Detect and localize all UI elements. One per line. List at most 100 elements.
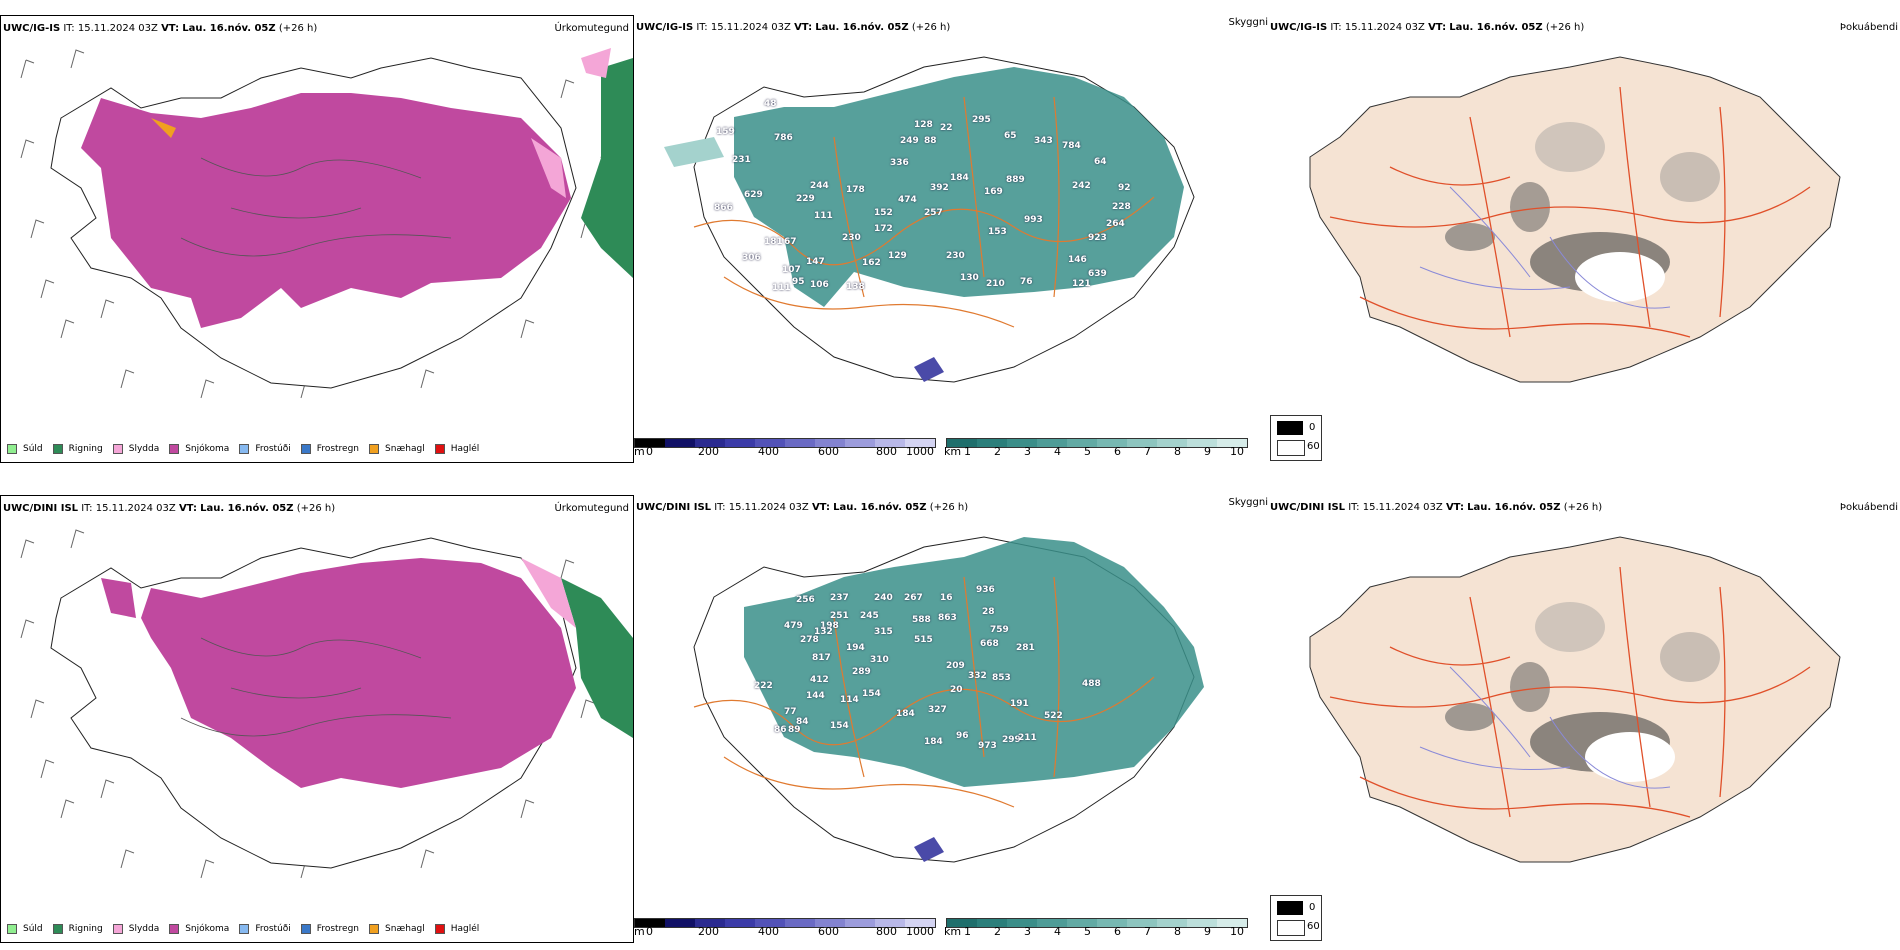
cloud-header-2: UWC/DINI ISL IT: 15.11.2024 03Z VT: Lau.… — [636, 502, 969, 513]
legend-swatch — [169, 444, 180, 454]
cloud-label: 159 — [716, 127, 735, 137]
fog-header-2: UWC/DINI ISL IT: 15.11.2024 03Z VT: Lau.… — [1270, 502, 1603, 513]
cloud-label: 107 — [782, 265, 801, 275]
legend-swatch — [369, 444, 380, 454]
cloud-label: 231 — [732, 155, 751, 165]
cloud-label: 95 — [792, 277, 805, 287]
height-colorbar — [634, 438, 936, 448]
cloud-label: 629 — [744, 190, 763, 200]
height-bar-unit: m — [634, 445, 645, 458]
vis-colorbar — [946, 438, 1248, 448]
rain-area — [581, 58, 633, 278]
vis-bar-unit: km — [944, 445, 962, 458]
legend-swatch — [434, 444, 445, 454]
cloud-label: 784 — [1062, 141, 1081, 151]
cloud-label: 228 — [1112, 202, 1131, 212]
precip-map-2 — [20, 529, 633, 879]
cloud-label: 249 — [900, 136, 919, 146]
cloud-label: 169 — [984, 187, 1003, 197]
fog-title-1: Þokuábendi — [1839, 22, 1898, 33]
cloud-label: 181 — [764, 237, 783, 247]
precip-legend-2: Súld Rigning Slydda Snjókoma Frostúði Fr… — [7, 924, 489, 934]
vis-area — [734, 67, 1184, 307]
cloud-label: 76 — [1020, 277, 1033, 287]
cloud-label: 993 — [1024, 215, 1043, 225]
fog-legend-1: 0 60 — [1270, 415, 1322, 461]
cloud-label: 172 — [874, 224, 893, 234]
snow-area — [81, 93, 571, 328]
legend-swatch — [7, 444, 17, 454]
cloud-map-1 — [664, 56, 1195, 383]
cloud-label: 162 — [862, 258, 881, 268]
precip-title-2: Úrkomutegund — [554, 503, 629, 514]
precip-panel-2: UWC/DINI ISL IT: 15.11.2024 03Z VT: Lau.… — [0, 495, 634, 943]
fog-map-1 — [1309, 56, 1841, 383]
fog-legend-2: 0 60 — [1270, 895, 1322, 941]
cloud-label: 138 — [846, 282, 865, 292]
cloud-label: 146 — [1068, 255, 1087, 265]
cloud-label: 210 — [986, 279, 1005, 289]
precip-legend-1: Súld Rigning Slydda Snjókoma Frostúði Fr… — [7, 444, 489, 454]
precip-header-2: UWC/DINI ISL IT: 15.11.2024 03Z VT: Lau.… — [3, 503, 336, 514]
cloud-label: 92 — [1118, 183, 1131, 193]
cloud-label: 64 — [1094, 157, 1107, 167]
cloud-label: 88 — [924, 136, 937, 146]
cloud-label: 111 — [814, 211, 833, 221]
cloud-label: 121 — [1072, 279, 1091, 289]
cloud-label: 152 — [874, 208, 893, 218]
cloud-label: 474 — [898, 195, 917, 205]
legend-swatch — [52, 444, 63, 454]
cloud-label: 106 — [810, 280, 829, 290]
cloud-label: 392 — [930, 183, 949, 193]
legend-swatch — [300, 444, 311, 454]
cloud-label: 153 — [988, 227, 1007, 237]
cloud-label: 639 — [1088, 269, 1107, 279]
cloud-label: 343 — [1034, 136, 1053, 146]
cloud-label: 65 — [1004, 131, 1017, 141]
model-name: UWC/IG-IS — [3, 23, 61, 34]
cloud-label: 257 — [924, 208, 943, 218]
cloud-panel-2: UWC/DINI ISL IT: 15.11.2024 03Z VT: Lau.… — [634, 497, 1268, 938]
vis-colorbar — [946, 918, 1248, 928]
cloud-label: 336 — [890, 158, 909, 168]
height-colorbar — [634, 918, 936, 928]
fog-header-1: UWC/IG-IS IT: 15.11.2024 03Z VT: Lau. 16… — [1270, 22, 1585, 33]
fog-panel-1: UWC/IG-IS IT: 15.11.2024 03Z VT: Lau. 16… — [1270, 15, 1900, 415]
cloud-label: 244 — [810, 181, 829, 191]
cloud-label: 178 — [846, 185, 865, 195]
precip-header-1: UWC/IG-IS IT: 15.11.2024 03Z VT: Lau. 16… — [3, 23, 318, 34]
cloud-label: 230 — [842, 233, 861, 243]
cloud-map-2 — [693, 536, 1204, 863]
cloud-label: 130 — [960, 273, 979, 283]
cloud-label: 923 — [1088, 233, 1107, 243]
cloud-label: 48 — [764, 99, 777, 109]
cloud-label: 67 — [784, 237, 797, 247]
cloud-label: 889 — [1006, 175, 1025, 185]
cloud-label: 128 — [914, 120, 933, 130]
cloud-label: 184 — [950, 173, 969, 183]
legend-swatch — [112, 444, 123, 454]
cloud-label: 129 — [888, 251, 907, 261]
cloud-label: 264 — [1106, 219, 1125, 229]
cloud-label: 786 — [774, 133, 793, 143]
contours — [180, 157, 452, 257]
cloud-label: 111 — [772, 283, 791, 293]
cloud-label: 230 — [946, 251, 965, 261]
cloud-label: 295 — [972, 115, 991, 125]
cloud-label: 306 — [742, 253, 761, 263]
legend-swatch — [239, 444, 250, 454]
cloud-header-1: UWC/IG-IS IT: 15.11.2024 03Z VT: Lau. 16… — [636, 22, 951, 33]
cloud-panel-1: UWC/IG-IS IT: 15.11.2024 03Z VT: Lau. 16… — [634, 17, 1268, 458]
fog-panel-2: UWC/DINI ISL IT: 15.11.2024 03Z VT: Lau.… — [1270, 495, 1900, 895]
cloud-label: 229 — [796, 194, 815, 204]
precip-map-1 — [20, 48, 633, 399]
precip-panel-1: UWC/IG-IS IT: 15.11.2024 03Z VT: Lau. 16… — [0, 15, 634, 463]
fog-title-2: Þokuábendi — [1839, 502, 1898, 513]
cloud-label: 147 — [806, 257, 825, 267]
cloud-label: 866 — [714, 203, 733, 213]
precip-title-1: Úrkomutegund — [554, 23, 629, 34]
cloud-label: 242 — [1072, 181, 1091, 191]
sleet-area — [581, 48, 611, 78]
cloud-label: 22 — [940, 123, 953, 133]
cloud-title-1: Skyggni — [1228, 17, 1268, 28]
